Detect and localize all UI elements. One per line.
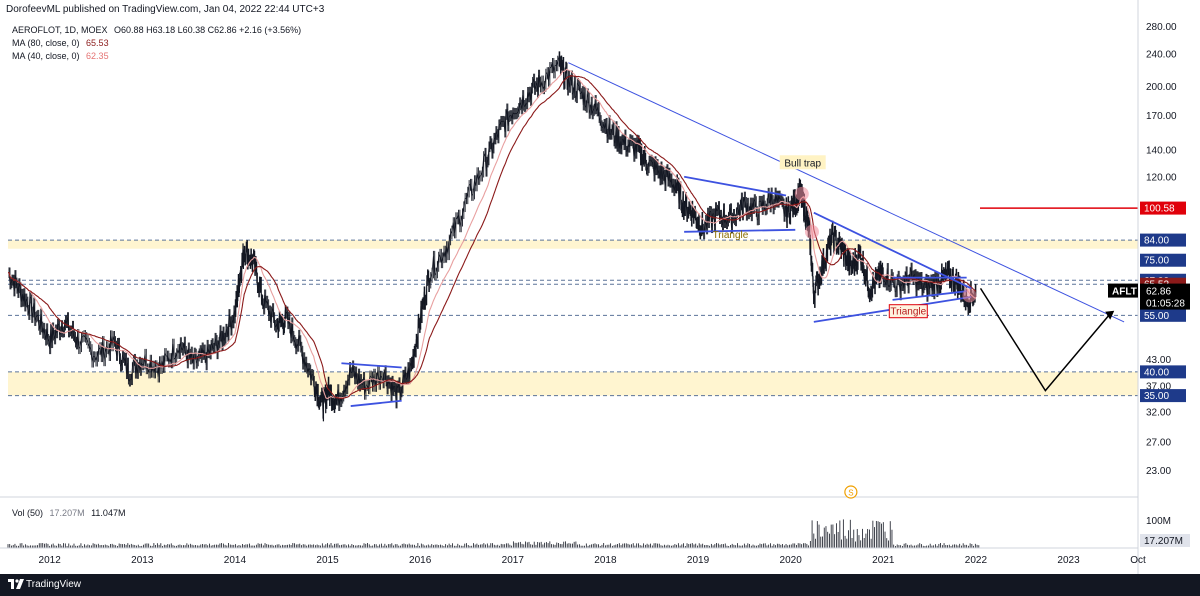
x-tick-label: 2021 xyxy=(872,555,895,566)
y-tick-label: 23.00 xyxy=(1146,466,1171,477)
ma40-legend[interactable]: MA (40, close, 0) 62.35 xyxy=(12,51,109,61)
ma40-label: MA (40, close, 0) xyxy=(12,51,80,61)
price-chart[interactable]: Bull trap Triangle Triangle S 280.00 240.00… xyxy=(0,0,1200,574)
pattern-trendline xyxy=(813,211,972,290)
y-tick-label: 140.00 xyxy=(1146,145,1177,156)
level-tag-label: 84.00 xyxy=(1144,236,1169,247)
level-tag xyxy=(1140,233,1186,247)
current-price-label: 62.86 xyxy=(1146,287,1171,298)
level-tag xyxy=(1140,389,1186,403)
bull-trap-label-bg xyxy=(779,155,826,170)
footer-brand: TradingView xyxy=(26,579,82,590)
level-tag-label: 55.00 xyxy=(1144,311,1169,322)
x-tick-label: 2015 xyxy=(316,555,339,566)
triangle-label: Triangle xyxy=(713,230,749,241)
projection-path xyxy=(979,287,1111,392)
y-tick-label: 170.00 xyxy=(1146,111,1177,122)
y-tick-label: 43.00 xyxy=(1146,355,1171,366)
y-tick-label: 240.00 xyxy=(1146,50,1177,61)
volume-tag-label: 17.207M xyxy=(1144,536,1183,547)
level-tag xyxy=(1140,308,1186,322)
symbol-tag-label: AFLT xyxy=(1112,287,1137,298)
x-tick-label: Oct xyxy=(1130,555,1146,566)
level-tags-layer: 100.5884.0075.0067.0065.5262.3455.0040.0… xyxy=(1108,201,1190,547)
footer-bar: TradingView xyxy=(0,574,1200,596)
ma40-value: 62.35 xyxy=(86,51,109,61)
level-tag-label: 40.00 xyxy=(1144,367,1169,378)
ma80-label: MA (80, close, 0) xyxy=(12,38,80,48)
ma80-legend[interactable]: MA (80, close, 0) 65.53 xyxy=(12,38,109,48)
projection-arrowhead xyxy=(1105,310,1115,320)
x-tick-label: 2013 xyxy=(131,555,154,566)
highlight-circle xyxy=(794,186,809,201)
x-tick-label: 2023 xyxy=(1057,555,1080,566)
x-tick-label: 2017 xyxy=(502,555,525,566)
pattern-trendline xyxy=(684,228,796,233)
dividend-marker-icon xyxy=(844,485,858,499)
level-tag xyxy=(1140,201,1186,215)
triangle-label-2: Triangle xyxy=(890,307,926,318)
pattern-trendline xyxy=(892,290,967,301)
symbol-name: AEROFLOT, 1D, MOEX xyxy=(12,25,108,35)
x-tick-label: 2018 xyxy=(594,555,617,566)
axes-layer: 280.00 240.00 200.00 170.00 140.00 120.00 43.0… xyxy=(0,0,1177,574)
volume-axis-label: 100M xyxy=(1146,516,1171,527)
ma80-line xyxy=(7,75,977,400)
current-price-tag xyxy=(1140,283,1190,310)
volume-label: Vol (50) xyxy=(12,508,44,518)
highlight-circle xyxy=(962,288,977,303)
x-tick-label: 2019 xyxy=(687,555,710,566)
x-tick-label: 2022 xyxy=(965,555,988,566)
volume-value-2: 11.047M xyxy=(91,508,126,518)
countdown-label: 01:05:28 xyxy=(1146,299,1185,310)
long-downtrend-line xyxy=(568,62,1125,323)
y-tick-label: 120.00 xyxy=(1146,173,1177,184)
y-tick-label: 27.00 xyxy=(1146,438,1171,449)
pattern-trendline xyxy=(350,399,402,407)
x-tick-label: 2012 xyxy=(39,555,62,566)
y-tick-label: 280.00 xyxy=(1146,22,1177,33)
level-tag xyxy=(1140,253,1186,267)
ma40-line xyxy=(7,68,977,400)
price-series-layer xyxy=(7,51,977,422)
volume-value-1: 17.207M xyxy=(49,508,85,518)
y-tick-label: 37.00 xyxy=(1146,382,1171,393)
highlight-circle xyxy=(804,224,819,239)
dividend-marker-glyph: S xyxy=(848,489,853,498)
ohlc-values: O60.88 H63.18 L60.38 C62.86 +2.16 (+3.56… xyxy=(114,25,302,35)
y-tick-label: 200.00 xyxy=(1146,82,1177,93)
symbol-tag xyxy=(1108,283,1138,298)
level-tag-label: 100.58 xyxy=(1144,204,1175,215)
triangle-label-box xyxy=(888,304,928,319)
bull-trap-label: Bull trap xyxy=(784,158,821,169)
level-tag-label: 75.00 xyxy=(1144,256,1169,267)
symbol-legend[interactable]: AEROFLOT, 1D, MOEX O60.88 H63.18 L60.38 … xyxy=(12,25,301,35)
annotations-layer: Bull trap Triangle Triangle xyxy=(713,155,977,319)
y-tick-label: 32.00 xyxy=(1146,408,1171,419)
volume-layer: S xyxy=(0,485,1138,548)
volume-legend[interactable]: Vol (50) 17.207M 11.047M xyxy=(12,508,125,518)
level-tag-label: 35.00 xyxy=(1144,391,1169,402)
x-tick-label: 2020 xyxy=(780,555,803,566)
level-tag xyxy=(1140,365,1186,379)
trendlines-layer xyxy=(341,62,1125,407)
x-tick-label: 2016 xyxy=(409,555,432,566)
publisher-line: DorofeevML published on TradingView.com,… xyxy=(6,4,325,15)
pattern-trendline xyxy=(683,175,787,197)
x-tick-label: 2014 xyxy=(224,555,247,566)
pattern-trendline xyxy=(341,362,402,369)
zones-layer xyxy=(8,240,1138,396)
support-zone xyxy=(8,371,1138,396)
moving-averages-layer xyxy=(7,68,977,400)
volume-tag xyxy=(1140,534,1190,547)
ma80-value: 65.53 xyxy=(86,38,109,48)
support-zone xyxy=(8,240,1138,249)
tradingview-logo-icon xyxy=(8,579,24,589)
